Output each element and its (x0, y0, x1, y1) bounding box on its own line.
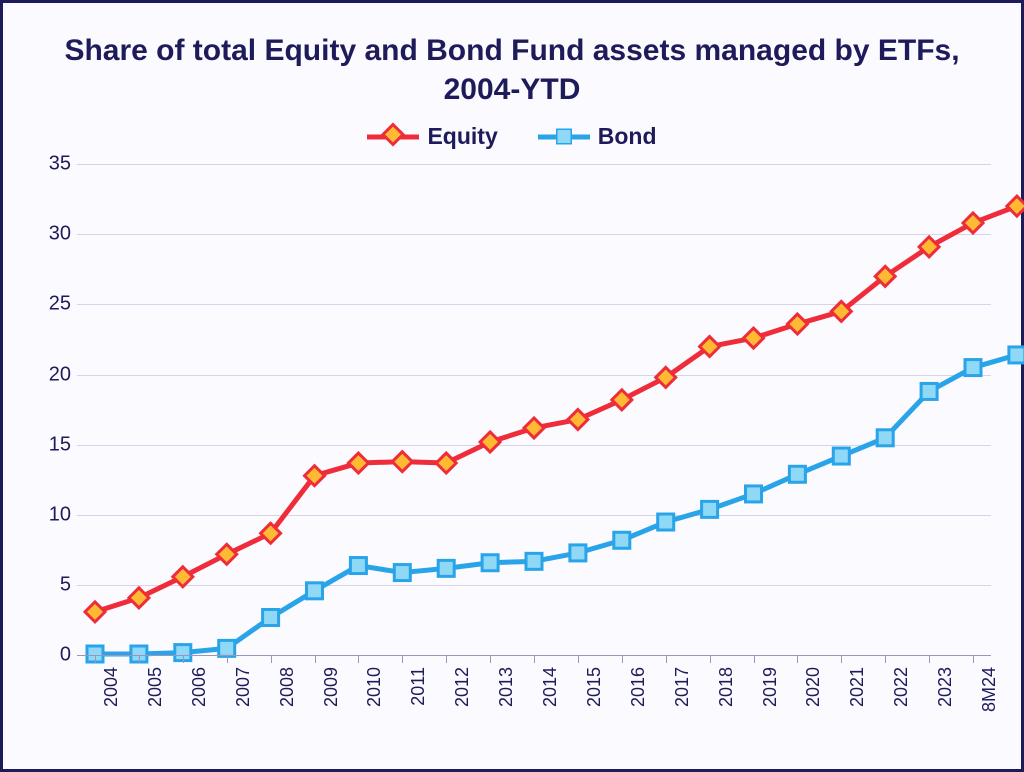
marker-equity (1007, 196, 1024, 216)
y-tick-label: 35 (49, 153, 71, 176)
legend-item-equity: Equity (367, 123, 497, 150)
x-tick-label: 2016 (628, 667, 649, 707)
marker-equity (348, 453, 368, 473)
marker-equity (480, 432, 500, 452)
marker-bond (219, 640, 235, 656)
y-tick-label: 5 (60, 574, 71, 597)
marker-equity (963, 213, 983, 233)
marker-bond (833, 448, 849, 464)
marker-bond (526, 553, 542, 569)
marker-equity (787, 314, 807, 334)
x-tick-label: 2005 (145, 667, 166, 707)
plot-area: 05101520253035 2004200520062007200820092… (33, 164, 991, 749)
marker-equity (744, 328, 764, 348)
marker-bond (394, 565, 410, 581)
y-tick-label: 20 (49, 363, 71, 386)
x-tick-label: 2018 (716, 667, 737, 707)
marker-bond (482, 555, 498, 571)
series-line-bond (95, 355, 1017, 654)
y-tick-label: 25 (49, 293, 71, 316)
marker-equity (568, 410, 588, 430)
marker-bond (746, 486, 762, 502)
marker-bond (1009, 347, 1024, 363)
legend-label-equity: Equity (427, 123, 497, 150)
plot: 2004 2005 2006 2007 2008 2009 2010 2011 2012 2013… (77, 164, 991, 749)
legend-label-bond: Bond (598, 123, 657, 150)
legend-swatch-equity (367, 127, 419, 147)
marker-bond (570, 545, 586, 561)
marker-equity (129, 588, 149, 608)
chart-title: Share of total Equity and Bond Fund asse… (63, 31, 961, 109)
x-tick-label: 2008 (277, 667, 298, 707)
x-tick-label: 2021 (847, 667, 868, 707)
marker-bond (921, 383, 937, 399)
marker-equity (85, 602, 105, 622)
x-tick-label: 2015 (584, 667, 605, 707)
legend-swatch-bond (538, 127, 590, 147)
x-tick-label: 2014 (540, 667, 561, 707)
marker-bond (658, 514, 674, 530)
marker-bond (965, 360, 981, 376)
x-tick-label: 2010 (364, 667, 385, 707)
marker-bond (877, 430, 893, 446)
marker-bond (263, 609, 279, 625)
x-tick-label: 2020 (803, 667, 824, 707)
y-tick-label: 30 (49, 223, 71, 246)
marker-equity (436, 453, 456, 473)
marker-equity (392, 452, 412, 472)
marker-bond (702, 501, 718, 517)
y-tick-label: 0 (60, 644, 71, 667)
x-tick-label: 2004 (101, 667, 122, 707)
marker-equity (173, 567, 193, 587)
x-tick-label: 2007 (233, 667, 254, 707)
marker-bond (789, 466, 805, 482)
y-tick-label: 15 (49, 433, 71, 456)
x-tick-label: 2013 (496, 667, 517, 707)
x-tick-label: 2011 (408, 667, 429, 706)
marker-equity (217, 544, 237, 564)
y-tick-label: 10 (49, 504, 71, 527)
x-tick-label: 8M24 (979, 667, 1000, 712)
marker-bond (438, 560, 454, 576)
x-tick-label: 2006 (189, 667, 210, 707)
x-tick-label: 2019 (760, 667, 781, 707)
x-tick-label: 2009 (321, 667, 342, 707)
marker-equity (524, 418, 544, 438)
marker-equity (612, 390, 632, 410)
x-tick-label: 2023 (935, 667, 956, 707)
x-tick-label: 2012 (452, 667, 473, 707)
legend: Equity Bond (33, 123, 991, 150)
x-tick-label: 2022 (891, 667, 912, 707)
y-axis-ticks: 05101520253035 (33, 164, 77, 749)
chart-container: Share of total Equity and Bond Fund asse… (0, 0, 1024, 772)
marker-bond (614, 532, 630, 548)
legend-item-bond: Bond (538, 123, 657, 150)
x-tick-label: 2017 (672, 667, 693, 707)
marker-bond (307, 583, 323, 599)
marker-bond (350, 558, 366, 574)
